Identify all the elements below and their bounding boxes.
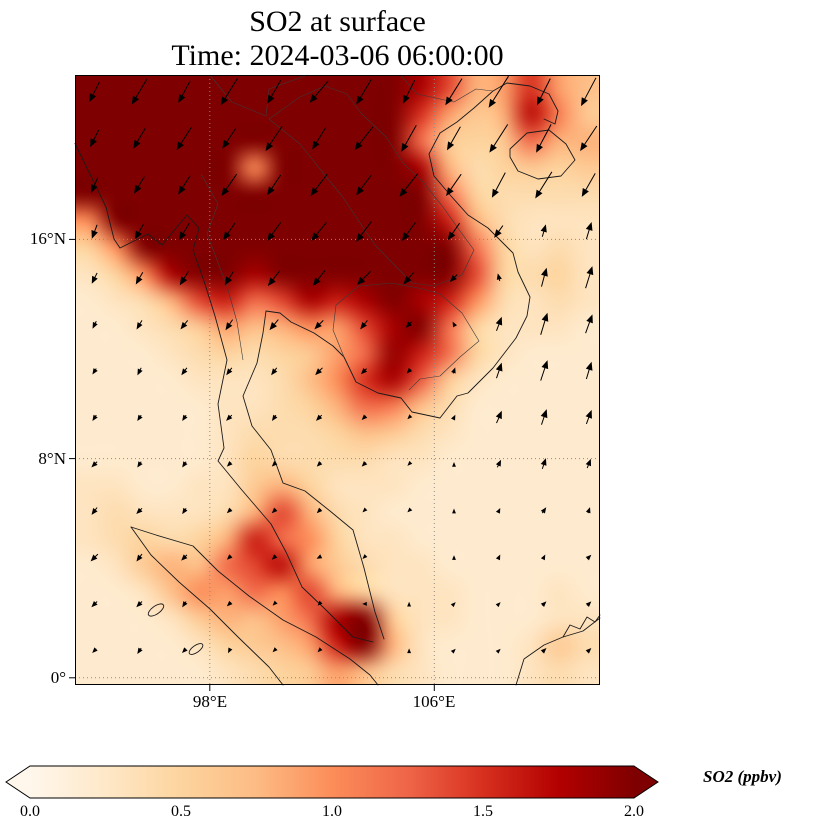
colorbar-tick-10: 1.0 — [322, 803, 342, 820]
colorbar-max-arrow — [634, 766, 658, 798]
map-plot-area: 16°N 8°N 0° 98°E 106°E — [30, 74, 601, 711]
colorbar-label: SO2 (ppbv) — [703, 767, 782, 786]
coastline-layer — [74, 82, 601, 686]
ytick-16n: 16°N — [29, 229, 66, 248]
colorbar-tick-20: 2.0 — [624, 803, 644, 820]
gridlines-layer — [75, 75, 600, 685]
colorbar-gradient-body — [30, 766, 634, 798]
chart-time-subtitle: Time: 2024-03-06 06:00:00 — [171, 39, 504, 72]
xtick-106e: 106°E — [412, 692, 456, 711]
ytick-8n: 8°N — [38, 449, 66, 468]
colorbar — [5, 765, 659, 799]
colorbar-min-arrow — [6, 766, 30, 798]
wind-arrows-layer — [89, 75, 598, 654]
xtick-98e: 98°E — [192, 692, 228, 711]
axes-frame — [75, 75, 600, 685]
colorbar-outline — [5, 765, 659, 799]
ytick-0: 0° — [50, 668, 66, 687]
axis-ticks — [69, 238, 435, 691]
chart-title: SO2 at surface — [249, 5, 426, 38]
colorbar-tick-15: 1.5 — [473, 803, 493, 820]
so2-heatmap-canvas — [75, 75, 600, 685]
colorbar-tick-05: 0.5 — [171, 803, 191, 820]
country-borders-layer — [200, 74, 494, 391]
colorbar-tick-0: 0.0 — [20, 803, 40, 820]
map-overlay — [69, 74, 601, 691]
